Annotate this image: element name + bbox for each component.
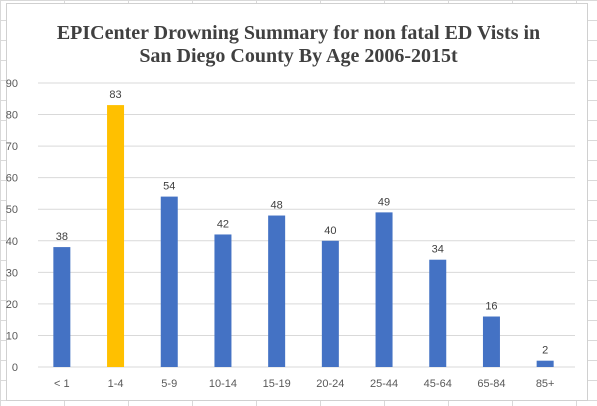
x-tick-label: 65-84 — [477, 378, 505, 390]
data-label: 42 — [217, 218, 229, 230]
x-tick-label: 85+ — [536, 378, 555, 390]
x-tick-label: 10-14 — [209, 378, 237, 390]
data-label: 2 — [542, 345, 548, 357]
bar-4564[interactable] — [429, 259, 447, 367]
x-tick-label: 45-64 — [424, 378, 452, 390]
bar-59[interactable] — [160, 196, 178, 367]
x-tick-label: 5-9 — [161, 378, 177, 390]
data-label: 54 — [163, 181, 175, 193]
bar-1014[interactable] — [214, 234, 232, 367]
bar-1519[interactable] — [268, 215, 286, 367]
data-label: 38 — [56, 231, 68, 243]
bars — [53, 105, 554, 367]
y-tick-label: 30 — [6, 267, 18, 279]
y-tick-label: 0 — [12, 362, 18, 374]
y-tick-label: 80 — [6, 110, 18, 122]
bar-1[interactable] — [53, 247, 71, 367]
y-tick-label: 40 — [6, 236, 18, 248]
data-label: 48 — [271, 200, 283, 212]
bar-14[interactable] — [107, 105, 125, 367]
chart-title-line-2: San Diego County By Age 2006-2015t — [139, 45, 458, 67]
bar-2024[interactable] — [321, 240, 339, 367]
data-labels: 38 83 54 42 48 40 49 34 16 2 — [56, 89, 548, 357]
bar-2544[interactable] — [375, 212, 393, 367]
y-tick-label: 20 — [6, 299, 18, 311]
x-tick-label: < 1 — [54, 378, 70, 390]
x-tick-label: 20-24 — [316, 378, 344, 390]
x-axis-tick-labels: < 1 1-4 5-9 10-14 15-19 20-24 25-44 45-64 65-84 8… — [54, 378, 554, 390]
y-tick-label: 50 — [6, 204, 18, 216]
x-tick-label: 15-19 — [263, 378, 291, 390]
chart-title: EPICenter Drowning Summary for non fatal… — [0, 22, 597, 68]
chart-title-line-1: EPICenter Drowning Summary for non fatal… — [56, 22, 541, 44]
y-tick-label: 70 — [6, 141, 18, 153]
data-label: 83 — [109, 89, 121, 101]
y-tick-label: 90 — [6, 78, 18, 90]
x-tick-label: 1-4 — [108, 378, 124, 390]
y-tick-label: 60 — [6, 173, 18, 185]
data-label: 40 — [324, 225, 336, 237]
x-tick-label: 25-44 — [370, 378, 398, 390]
data-label: 16 — [485, 301, 497, 313]
data-label: 49 — [378, 196, 390, 208]
bar-6584[interactable] — [482, 316, 500, 367]
bar-85plus[interactable] — [536, 360, 554, 367]
y-tick-label: 10 — [6, 330, 18, 342]
data-label: 34 — [432, 244, 444, 256]
y-axis-tick-labels: 0 10 20 30 40 50 60 70 80 90 — [6, 78, 18, 374]
